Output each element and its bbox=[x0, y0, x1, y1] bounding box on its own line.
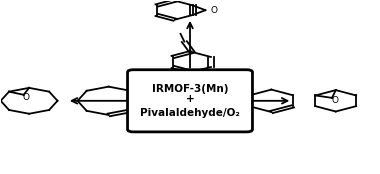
Text: O: O bbox=[23, 93, 30, 102]
Text: O: O bbox=[332, 96, 339, 105]
Text: +: + bbox=[185, 94, 195, 104]
Text: Pivalaldehyde/O₂: Pivalaldehyde/O₂ bbox=[140, 108, 240, 118]
Text: O: O bbox=[210, 6, 217, 15]
FancyBboxPatch shape bbox=[128, 70, 252, 132]
Text: IRMOF-3(Mn): IRMOF-3(Mn) bbox=[152, 84, 228, 94]
